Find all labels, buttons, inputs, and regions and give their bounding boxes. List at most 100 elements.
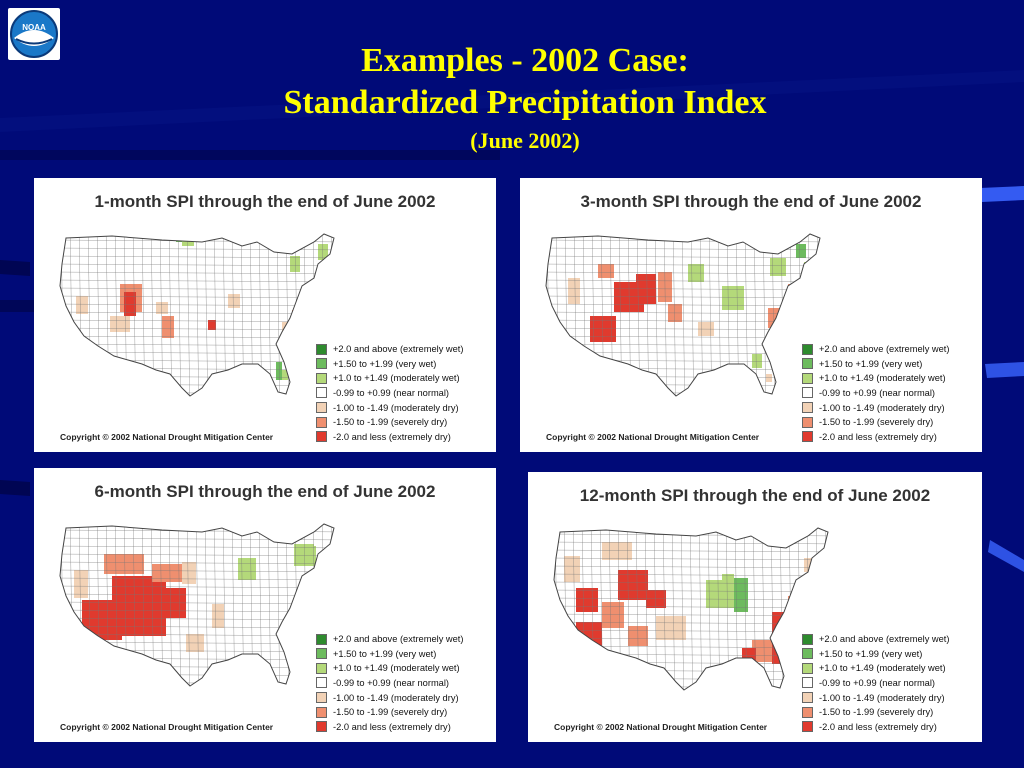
legend-item: -2.0 and less (extremely dry) (316, 719, 488, 734)
legend-label: +1.50 to +1.99 (very wet) (333, 358, 437, 369)
legend-item: +2.0 and above (extremely wet) (802, 342, 974, 357)
legend-label: +2.0 and above (extremely wet) (819, 634, 950, 645)
legend-swatch (802, 677, 813, 689)
legend-swatch (802, 633, 813, 645)
legend-swatch (316, 343, 327, 355)
legend-item: -1.50 to -1.99 (severely dry) (802, 415, 974, 430)
legend-item: +2.0 and above (extremely wet) (316, 342, 488, 357)
legend-label: -1.00 to -1.49 (moderately dry) (333, 692, 459, 703)
legend-item: -2.0 and less (extremely dry) (316, 429, 488, 444)
legend-swatch (316, 358, 327, 370)
legend-label: -0.99 to +0.99 (near normal) (333, 677, 450, 688)
legend-swatch (316, 633, 327, 645)
legend-swatch (316, 416, 327, 428)
legend-label: -2.0 and less (extremely dry) (819, 431, 937, 442)
legend-label: -0.99 to +0.99 (near normal) (819, 387, 936, 398)
legend-label: +1.0 to +1.49 (moderately wet) (819, 663, 946, 674)
legend-swatch (802, 358, 813, 370)
legend-swatch (802, 402, 813, 414)
legend-label: -2.0 and less (extremely dry) (333, 721, 451, 732)
noaa-logo: NOAA (8, 8, 60, 60)
logo-text: NOAA (22, 23, 46, 32)
copyright-text: Copyright © 2002 National Drought Mitiga… (554, 722, 768, 732)
legend-item: +1.0 to +1.49 (moderately wet) (316, 371, 488, 386)
legend-label: -1.00 to -1.49 (moderately dry) (819, 402, 945, 413)
legend-item: -1.50 to -1.99 (severely dry) (802, 705, 974, 720)
legend-swatch (802, 692, 813, 704)
us-map (59, 523, 335, 687)
slide-title-line1: Examples - 2002 Case: (361, 42, 689, 79)
legend: +2.0 and above (extremely wet) +1.50 to +… (316, 632, 488, 734)
legend-item: -0.99 to +0.99 (near normal) (802, 386, 974, 401)
legend-swatch (802, 343, 813, 355)
slide-title-line3: (June 2002) (470, 128, 580, 153)
legend-label: -1.50 to -1.99 (severely dry) (819, 417, 934, 428)
legend-item: -0.99 to +0.99 (near normal) (316, 676, 488, 691)
legend-swatch (316, 662, 327, 674)
map-panel-6month: 6-month SPI through the end of June 2002… (34, 468, 496, 742)
map-title: 12-month SPI through the end of June 200… (579, 486, 931, 505)
map-title: 3-month SPI through the end of June 2002 (580, 192, 922, 211)
legend-swatch (802, 706, 813, 718)
map-title: 6-month SPI through the end of June 2002 (94, 482, 436, 501)
legend-swatch (316, 677, 327, 689)
legend-item: -1.00 to -1.49 (moderately dry) (802, 690, 974, 705)
legend-label: +1.50 to +1.99 (very wet) (819, 648, 923, 659)
legend: +2.0 and above (extremely wet) +1.50 to +… (802, 632, 974, 734)
copyright-text: Copyright © 2002 National Drought Mitiga… (546, 432, 760, 442)
map-panel-3month: 3-month SPI through the end of June 2002… (520, 178, 982, 452)
legend-item: +1.50 to +1.99 (very wet) (316, 356, 488, 371)
legend-item: -1.00 to -1.49 (moderately dry) (802, 400, 974, 415)
legend-label: -1.50 to -1.99 (severely dry) (819, 707, 934, 718)
legend-swatch (316, 706, 327, 718)
legend-label: +1.50 to +1.99 (very wet) (819, 358, 923, 369)
legend-item: -0.99 to +0.99 (near normal) (802, 676, 974, 691)
legend-item: -1.00 to -1.49 (moderately dry) (316, 400, 488, 415)
legend-swatch (316, 648, 327, 660)
legend-label: +2.0 and above (extremely wet) (819, 344, 950, 355)
legend-item: -0.99 to +0.99 (near normal) (316, 386, 488, 401)
legend-label: +2.0 and above (extremely wet) (333, 634, 464, 645)
map-panel-1month: 1-month SPI through the end of June 2002… (34, 178, 496, 452)
slide-title-line2: Standardized Precipitation Index (283, 84, 767, 121)
legend-item: +1.0 to +1.49 (moderately wet) (802, 661, 974, 676)
legend-swatch (802, 431, 813, 443)
legend-label: -0.99 to +0.99 (near normal) (819, 677, 936, 688)
legend-label: +1.50 to +1.99 (very wet) (333, 648, 437, 659)
legend-item: +1.0 to +1.49 (moderately wet) (802, 371, 974, 386)
legend-swatch (316, 387, 327, 399)
legend: +2.0 and above (extremely wet) +1.50 to +… (316, 342, 488, 444)
legend-label: -1.00 to -1.49 (moderately dry) (333, 402, 459, 413)
legend-swatch (802, 372, 813, 384)
legend-label: +2.0 and above (extremely wet) (333, 344, 464, 355)
legend-swatch (802, 721, 813, 733)
legend-swatch (802, 648, 813, 660)
legend-swatch (316, 402, 327, 414)
legend-swatch (802, 416, 813, 428)
copyright-text: Copyright © 2002 National Drought Mitiga… (60, 432, 274, 442)
legend-item: +1.0 to +1.49 (moderately wet) (316, 661, 488, 676)
legend: +2.0 and above (extremely wet) +1.50 to +… (802, 342, 974, 444)
legend-label: -1.00 to -1.49 (moderately dry) (819, 692, 945, 703)
us-map (553, 527, 829, 691)
copyright-text: Copyright © 2002 National Drought Mitiga… (60, 722, 274, 732)
legend-swatch (316, 721, 327, 733)
map-panel-12month: 12-month SPI through the end of June 200… (528, 472, 982, 742)
legend-item: +2.0 and above (extremely wet) (316, 632, 488, 647)
legend-item: +1.50 to +1.99 (very wet) (802, 646, 974, 661)
legend-item: +1.50 to +1.99 (very wet) (802, 356, 974, 371)
legend-item: -1.50 to -1.99 (severely dry) (316, 705, 488, 720)
legend-swatch (316, 372, 327, 384)
legend-swatch (802, 387, 813, 399)
legend-label: +1.0 to +1.49 (moderately wet) (333, 373, 460, 384)
legend-item: +1.50 to +1.99 (very wet) (316, 646, 488, 661)
legend-item: -2.0 and less (extremely dry) (802, 429, 974, 444)
us-map (545, 233, 821, 397)
legend-label: -1.50 to -1.99 (severely dry) (333, 417, 448, 428)
map-title: 1-month SPI through the end of June 2002 (94, 192, 436, 211)
legend-item: -1.00 to -1.49 (moderately dry) (316, 690, 488, 705)
legend-swatch (802, 662, 813, 674)
legend-label: +1.0 to +1.49 (moderately wet) (819, 373, 946, 384)
legend-swatch (316, 431, 327, 443)
legend-item: -1.50 to -1.99 (severely dry) (316, 415, 488, 430)
